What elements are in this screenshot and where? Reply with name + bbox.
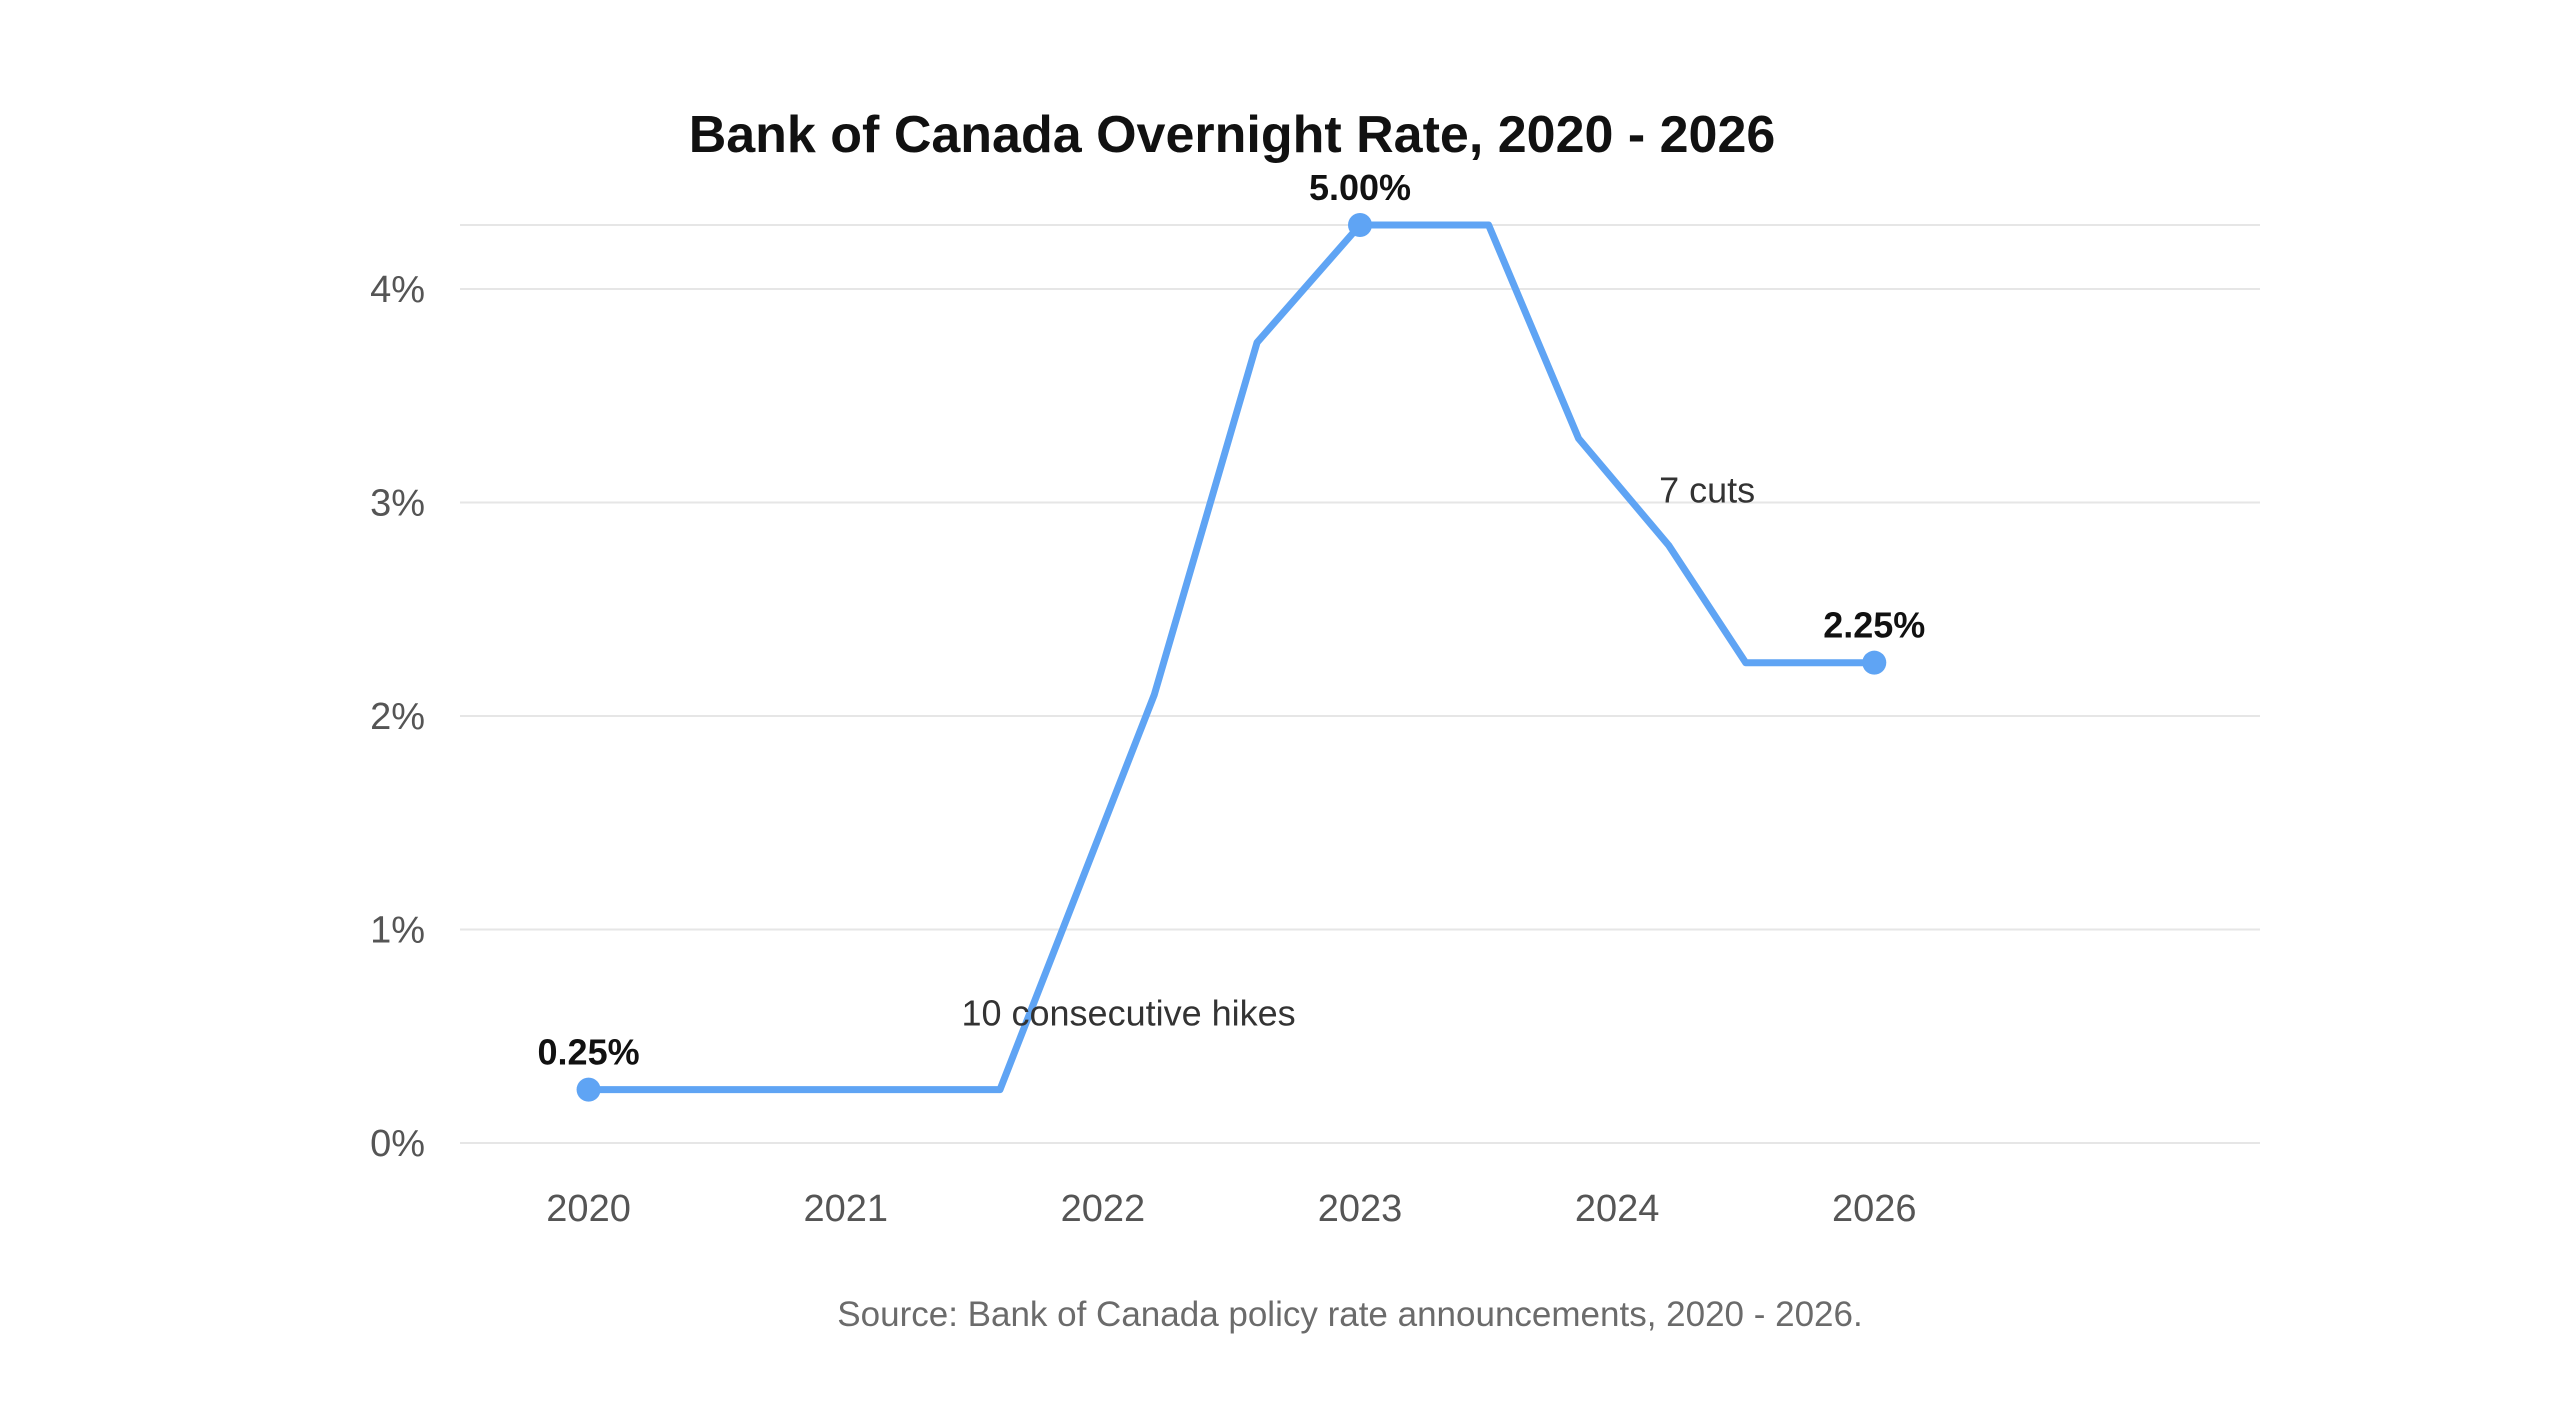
y-tick-label: 2%	[370, 696, 425, 738]
axis-layer: 0% 1% 2% 3% 4% 2020 2021 2022 2023 2024 2026	[370, 269, 1916, 1230]
series-line	[585, 221, 1878, 1094]
data-point-marker	[1348, 213, 1372, 237]
series-layer	[576, 213, 1887, 1102]
x-tick-label: 2021	[803, 1188, 888, 1230]
data-point-marker	[576, 1077, 601, 1102]
chart-title: Bank of Canada Overnight Rate, 2020 - 20…	[689, 106, 1776, 164]
source-note: Source: Bank of Canada policy rate annou…	[837, 1295, 1862, 1334]
x-tick-label: 2020	[546, 1188, 631, 1230]
data-point-label: 0.25%	[538, 1032, 640, 1073]
grid-layer	[460, 224, 2260, 1144]
annotation-label: 7 cuts	[1659, 470, 1755, 511]
x-tick-label: 2022	[1061, 1188, 1146, 1230]
y-tick-label: 3%	[370, 483, 425, 525]
y-tick-label: 4%	[370, 269, 425, 311]
x-tick-label: 2024	[1575, 1188, 1660, 1230]
data-point-label: 2.25%	[1823, 605, 1925, 646]
annotation-label: 10 consecutive hikes	[961, 993, 1295, 1034]
y-tick-label: 0%	[370, 1123, 425, 1165]
label-layer: 0.25% 5.00% 2.25% 10 consecutive hikes 7 cut…	[538, 167, 1926, 1073]
data-point-marker	[1862, 650, 1887, 675]
x-tick-label: 2023	[1318, 1188, 1403, 1230]
data-point-label: 5.00%	[1309, 167, 1411, 208]
y-tick-label: 1%	[370, 910, 425, 952]
x-tick-label: 2026	[1832, 1188, 1917, 1230]
